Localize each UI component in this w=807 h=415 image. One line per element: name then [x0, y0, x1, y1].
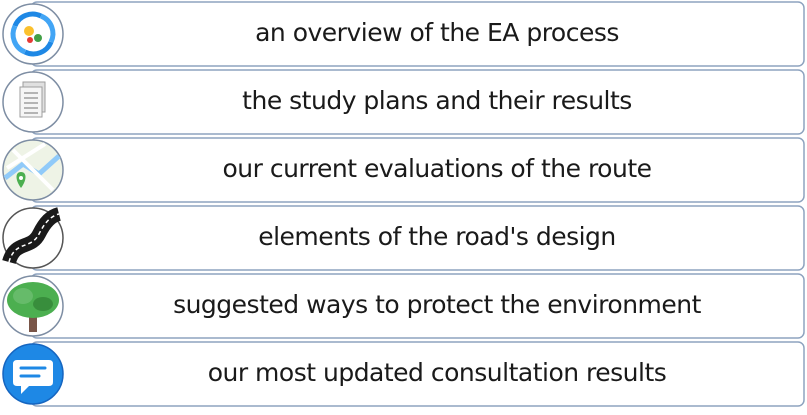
topic-row[interactable]: our most updated consultation results: [2, 341, 805, 407]
topic-label: our most updated consultation results: [208, 358, 667, 387]
topic-label: suggested ways to protect the environmen…: [173, 290, 702, 319]
topic-label: an overview of the EA process: [255, 18, 619, 47]
topic-label: our current evaluations of the route: [222, 154, 651, 183]
topic-icon: [2, 275, 64, 337]
topic-label: elements of the road's design: [258, 222, 616, 251]
topic-row[interactable]: an overview of the EA process: [2, 1, 805, 67]
topic-row[interactable]: suggested ways to protect the environmen…: [2, 273, 805, 339]
topic-label: the study plans and their results: [242, 86, 632, 115]
topic-row[interactable]: our current evaluations of the route: [2, 137, 805, 203]
topic-icon: [2, 71, 64, 133]
topic-row[interactable]: elements of the road's design: [2, 205, 805, 271]
topic-icon: [2, 207, 64, 269]
topic-icon: [2, 343, 64, 405]
topic-icon: [2, 3, 64, 65]
topic-row[interactable]: the study plans and their results: [2, 69, 805, 135]
topic-icon: [2, 139, 64, 201]
